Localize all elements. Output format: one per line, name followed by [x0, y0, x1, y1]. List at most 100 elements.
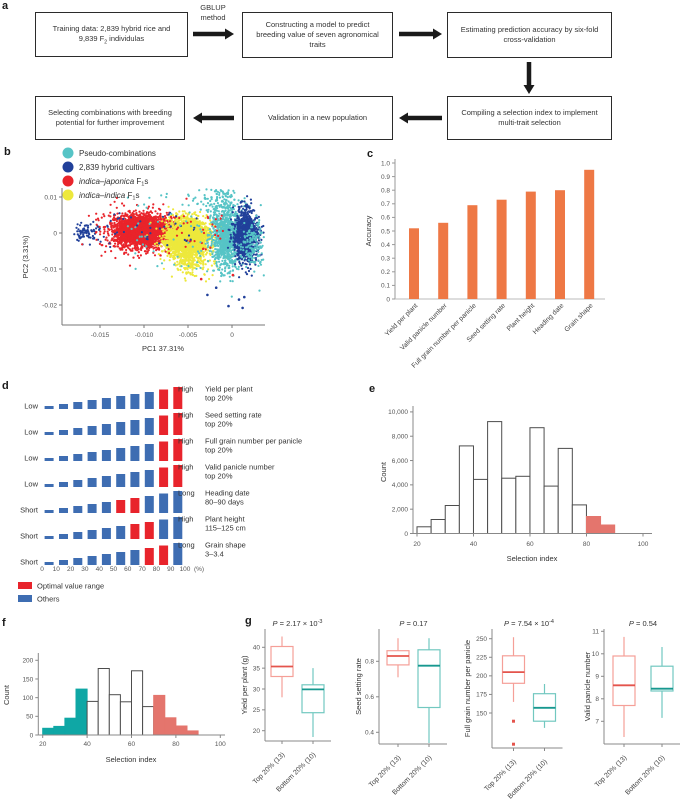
d-bar [44, 432, 54, 435]
e-bar [416, 526, 432, 535]
f-bar [86, 700, 99, 736]
d-bar [159, 389, 169, 409]
b-legend-swatch [62, 147, 74, 159]
f-bars [42, 668, 199, 736]
e-bar [600, 524, 616, 534]
d-bar [173, 439, 183, 461]
d-bar [73, 454, 83, 461]
g-box [612, 655, 636, 707]
f-bar [97, 668, 110, 736]
g-box [386, 650, 410, 666]
g-outlier [512, 742, 515, 746]
d-bar [116, 396, 126, 409]
d-bar [73, 558, 83, 565]
flow-box-2: Constructing a model to predict breeding… [242, 12, 393, 58]
d-bar [144, 548, 154, 565]
g-outlier [512, 719, 515, 723]
e-axes [410, 406, 652, 537]
d-bar [87, 504, 97, 513]
d-bar [144, 392, 154, 409]
d-bar [101, 398, 111, 409]
g-p-value: P = 7.54 × 10-4 [504, 619, 554, 628]
d-bar [44, 406, 54, 409]
d-bar [59, 534, 68, 539]
d-bar [73, 402, 83, 409]
d-bar [59, 456, 68, 461]
e-bar [515, 475, 531, 535]
e-bar [529, 427, 545, 535]
svg-text:method: method [200, 13, 225, 22]
d-bar [130, 550, 140, 565]
panel-label-d: d [2, 380, 9, 392]
e-bar [543, 485, 559, 534]
panel-label-a: a [2, 0, 9, 12]
g-p-value: P = 0.54 [629, 619, 657, 628]
panel-label-e: e [369, 383, 376, 395]
g-p-value: P = 2.17 × 10-3 [273, 619, 323, 628]
d-bar [73, 428, 83, 435]
panel-label-g: g [245, 615, 252, 627]
panel-label-c: c [367, 148, 374, 160]
d-bar [44, 510, 54, 513]
d-bar [87, 452, 97, 461]
c-bar [555, 190, 565, 299]
flow-box-1: Training data: 2,839 hybrid rice and 9,8… [35, 12, 188, 57]
d-bar [144, 522, 154, 539]
d-bar [159, 545, 169, 565]
c-bar [467, 205, 478, 299]
g-box [270, 645, 294, 678]
d-legend-swatch [18, 582, 32, 589]
b-axes [59, 188, 265, 328]
svg-text:GBLUP: GBLUP [200, 3, 225, 12]
d-bar [144, 470, 154, 487]
b-legend-swatch [62, 161, 74, 173]
d-bar [87, 478, 97, 487]
d-bar [73, 532, 83, 539]
panel-label-f: f [2, 617, 6, 629]
d-bar [59, 482, 68, 487]
b-points [73, 188, 265, 310]
f-bar [164, 717, 177, 736]
d-bar [101, 554, 111, 565]
d-bar [130, 420, 140, 435]
d-bar [130, 472, 140, 487]
e-bar [458, 445, 474, 534]
d-bar [116, 552, 126, 565]
b-legend-swatch [62, 175, 74, 187]
e-bar [430, 519, 446, 534]
d-bar [173, 517, 183, 539]
d-bar [144, 444, 154, 461]
d-bar [44, 484, 54, 487]
g-box [501, 655, 526, 684]
d-bar [130, 524, 140, 539]
d-bar [159, 467, 169, 487]
d-bar [130, 394, 140, 409]
f-bar [119, 701, 133, 736]
d-bar [59, 508, 68, 513]
c-bars [409, 169, 595, 299]
d-bar [87, 400, 97, 409]
d-bar [159, 441, 169, 461]
d-bar [116, 474, 126, 487]
flow-arrows [193, 28, 535, 124]
g-box [301, 684, 325, 714]
flow-box-4: Compiling a selection index to implement… [447, 96, 612, 140]
f-bar [142, 706, 155, 736]
e-bars [416, 421, 616, 535]
c-bar [438, 222, 449, 299]
f-bar [175, 725, 188, 736]
d-bar [159, 415, 169, 435]
d-bar [130, 498, 140, 513]
